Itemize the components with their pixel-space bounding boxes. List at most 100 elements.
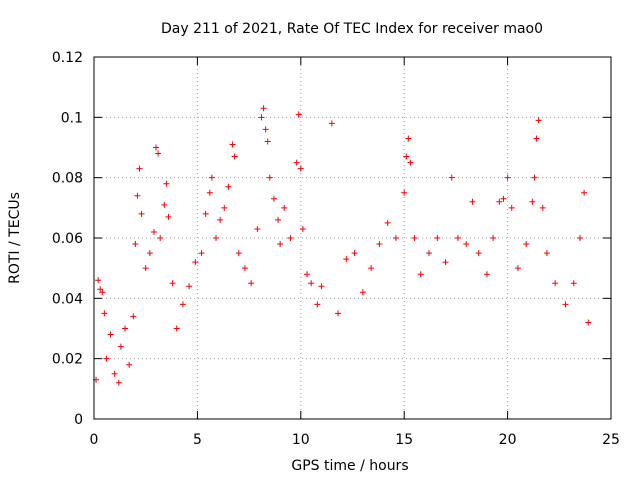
data-point — [161, 201, 168, 208]
data-point — [392, 235, 399, 241]
data-point — [275, 216, 282, 223]
data-point — [308, 280, 315, 287]
data-point — [132, 241, 139, 248]
data-point — [531, 174, 538, 181]
y-tick-label: 0 — [74, 412, 83, 428]
data-point — [405, 135, 412, 142]
data-point — [463, 241, 470, 248]
data-point — [97, 286, 104, 293]
data-point — [103, 355, 110, 362]
data-point — [153, 144, 160, 151]
y-tick-label: 0.08 — [52, 171, 83, 187]
data-point — [260, 105, 267, 112]
data-point — [454, 235, 461, 241]
data-point — [165, 213, 172, 220]
data-point — [359, 289, 366, 296]
data-point — [134, 192, 141, 199]
data-point — [448, 174, 455, 181]
y-axis-label: ROTI / TECUs — [7, 192, 23, 284]
data-point — [504, 174, 511, 181]
data-point — [514, 265, 521, 272]
data-point — [490, 235, 497, 241]
data-point — [293, 159, 300, 166]
data-point — [258, 114, 265, 121]
data-point — [208, 174, 215, 181]
data-point — [169, 280, 176, 287]
data-point — [150, 228, 157, 235]
data-point — [117, 343, 124, 350]
data-point — [533, 135, 540, 142]
data-point — [198, 250, 205, 257]
data-point — [146, 250, 153, 257]
data-point — [376, 241, 383, 248]
data-point — [138, 210, 145, 217]
data-point — [225, 183, 232, 190]
data-point — [328, 120, 335, 127]
data-point — [115, 379, 122, 386]
data-point — [231, 153, 238, 160]
data-point — [384, 219, 391, 226]
data-point — [229, 141, 236, 148]
data-point — [248, 280, 255, 287]
data-point — [508, 204, 515, 211]
data-point — [217, 216, 224, 223]
data-point — [500, 195, 507, 202]
data-point — [155, 150, 162, 157]
data-point — [297, 165, 304, 172]
data-point — [107, 331, 114, 338]
data-point — [186, 283, 193, 290]
data-point — [411, 235, 418, 241]
data-point — [95, 277, 102, 284]
data-point — [543, 250, 550, 257]
y-tick-label: 0.02 — [52, 352, 83, 368]
data-point — [262, 126, 269, 133]
data-point — [295, 111, 302, 118]
data-point — [442, 259, 449, 266]
x-tick-label: 15 — [395, 432, 413, 448]
data-point — [417, 271, 424, 278]
data-point — [469, 198, 476, 205]
data-point — [192, 259, 199, 266]
data-point — [529, 198, 536, 205]
data-point — [122, 325, 129, 332]
data-point — [157, 235, 164, 241]
data-point — [111, 370, 118, 377]
x-tick-label: 20 — [499, 432, 517, 448]
data-point — [314, 301, 321, 308]
data-point — [570, 280, 577, 287]
data-point — [335, 310, 342, 317]
data-point — [343, 256, 350, 263]
data-point — [562, 301, 569, 308]
x-tick-label: 10 — [292, 432, 310, 448]
data-point — [235, 250, 242, 257]
data-point — [535, 117, 542, 124]
data-point — [136, 165, 143, 172]
data-point — [401, 189, 408, 196]
data-point — [585, 319, 592, 326]
data-point — [126, 361, 133, 368]
y-tick-label: 0.06 — [52, 231, 83, 247]
data-point — [173, 325, 180, 332]
data-point — [403, 153, 410, 160]
data-point — [368, 265, 375, 272]
data-point — [426, 250, 433, 257]
data-point — [496, 198, 503, 205]
data-point — [142, 265, 149, 272]
y-tick-label: 0.04 — [52, 291, 83, 307]
data-point — [281, 204, 288, 211]
x-tick-label: 25 — [602, 432, 620, 448]
data-point — [539, 204, 546, 211]
data-point — [318, 283, 325, 290]
data-point — [266, 174, 273, 181]
x-tick-label: 5 — [193, 432, 202, 448]
data-point — [287, 235, 294, 241]
data-point — [241, 265, 248, 272]
data-point — [581, 189, 588, 196]
data-point — [130, 313, 137, 320]
data-points — [93, 105, 592, 386]
chart-title: Day 211 of 2021, Rate Of TEC Index for r… — [161, 21, 543, 37]
data-point — [254, 225, 261, 232]
data-point — [434, 235, 441, 241]
data-point — [206, 189, 213, 196]
